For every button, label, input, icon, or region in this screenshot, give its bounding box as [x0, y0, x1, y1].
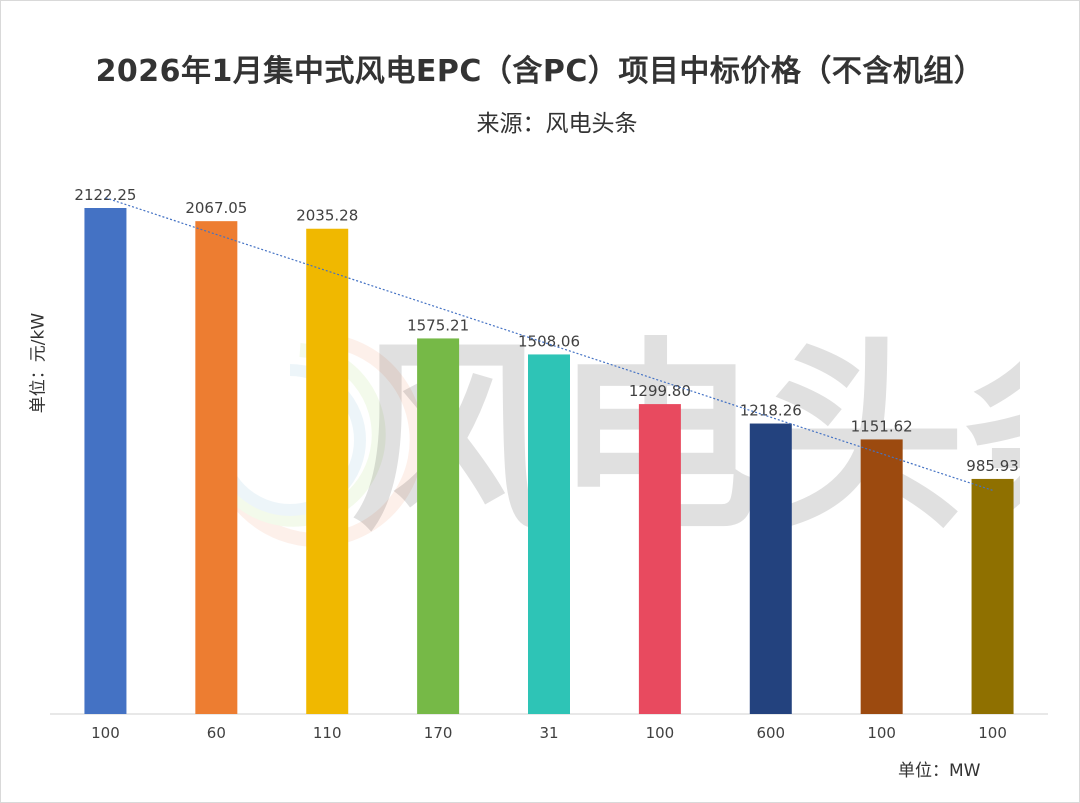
bar [306, 228, 349, 714]
data-label: 2035.28 [296, 207, 358, 225]
x-tick-label: 100 [867, 724, 896, 742]
x-tick-label: 600 [756, 724, 785, 742]
y-axis-label: 单位：元/kW [28, 312, 49, 414]
x-tick-label: 110 [313, 724, 342, 742]
bar [971, 478, 1014, 714]
x-tick-label: 31 [539, 724, 558, 742]
data-label: 2122.25 [74, 186, 136, 204]
bar [749, 423, 792, 714]
x-tick-label: 100 [91, 724, 120, 742]
data-label: 2067.05 [185, 199, 247, 217]
x-tick-label: 100 [646, 724, 675, 742]
chart-title: 2026年1月集中式风电EPC（含PC）项目中标价格（不含机组） [95, 54, 985, 89]
bar [638, 404, 681, 714]
bar [195, 221, 238, 714]
x-tick-label: 60 [207, 724, 226, 742]
chart-subtitle: 来源：风电头条 [476, 111, 638, 137]
bar [528, 354, 570, 714]
bar [860, 439, 903, 714]
data-label: 985.93 [966, 457, 1019, 475]
data-label: 1508.06 [518, 332, 580, 350]
bar [417, 338, 460, 714]
data-label: 1218.26 [740, 402, 802, 420]
x-tick-label: 170 [424, 724, 453, 742]
data-label: 1299.80 [629, 382, 691, 400]
x-tick-label: 100 [978, 724, 1007, 742]
bar [84, 208, 127, 714]
data-label: 1151.62 [851, 417, 913, 435]
data-label: 1575.21 [407, 316, 469, 334]
x-axis-unit-label: 单位：MW [898, 761, 981, 781]
